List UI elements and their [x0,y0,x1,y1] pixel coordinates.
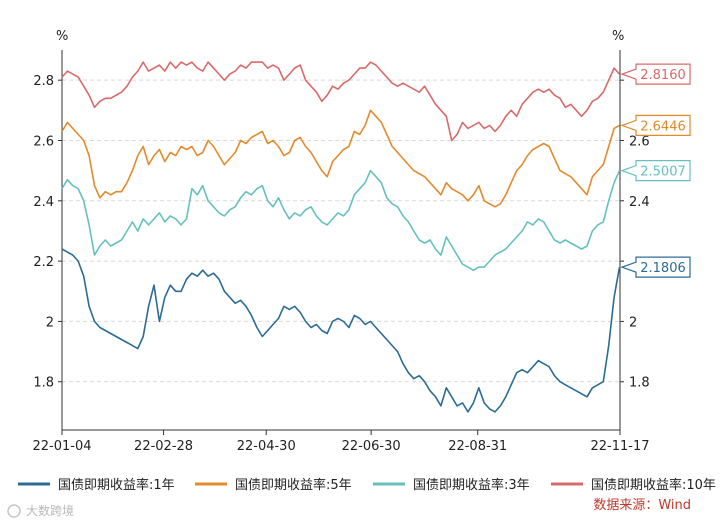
y-tick-label: 2 [46,315,54,330]
grid-lines [62,79,620,383]
y-tick-label: 2.8 [33,74,54,89]
legend-label: 国债即期收益率:3年 [413,477,530,493]
legend-label: 国债即期收益率:10年 [591,477,716,493]
watermark-logo-icon [7,504,21,518]
x-ticks: 22-01-04 22-02-28 22-04-30 22-06-30 22-08-31… [32,430,650,454]
end-label-box [620,160,691,182]
x-tick-label: 22-11-17 [590,439,649,454]
y-tick-label: 2.4 [33,195,54,210]
legend: 国债即期收益率:1年 国债即期收益率:5年 国债即期收益率:3年 国债即期收益率:10… [18,477,716,493]
x-tick-label: 22-01-04 [32,439,91,454]
y-tick-label: 2.6 [33,134,54,149]
y-tick-label-right: 2 [629,315,637,330]
end-labels: 2.8160 2.6446 2.5007 2.1806 [620,63,691,278]
y-tick-label: 1.8 [33,376,54,391]
end-label-value: 2.8160 [640,68,686,83]
y-tick-label-right: 1.8 [629,376,650,391]
x-tick-label: 22-08-31 [448,439,507,454]
watermark-text: 大数跨境 [26,503,74,518]
x-tick-label: 22-02-28 [134,439,193,454]
left-unit-label: % [56,29,68,44]
end-label-value: 2.5007 [640,165,686,180]
legend-label: 国债即期收益率:5年 [235,477,352,493]
end-label-value: 2.1806 [640,261,686,276]
series-line [61,109,620,208]
x-tick-label: 22-04-30 [237,439,296,454]
y-tick-label: 2.2 [33,255,54,270]
series-lines [61,61,621,413]
axes [61,50,621,431]
y-ticks-left: 1.8 2 2.2 2.4 2.6 2.8 [33,74,62,391]
end-label-box [620,114,691,136]
x-tick-label: 22-06-30 [342,439,401,454]
y-tick-label-right: 2.4 [629,195,650,210]
source-text: 数据来源：Wind [593,498,691,513]
end-label-box [620,256,691,278]
y-ticks-right: 1.8 2 2.4 2.6 [620,79,650,391]
legend-label: 国债即期收益率:1年 [58,477,175,493]
end-label-value: 2.6446 [640,119,686,134]
watermark: 大数跨境 [7,503,74,518]
series-line [61,248,621,413]
series-line [61,61,621,142]
end-label-box [620,63,691,85]
series-line [61,169,621,271]
y-tick-label-right: 2.6 [629,134,650,149]
right-unit-label: % [612,29,624,44]
